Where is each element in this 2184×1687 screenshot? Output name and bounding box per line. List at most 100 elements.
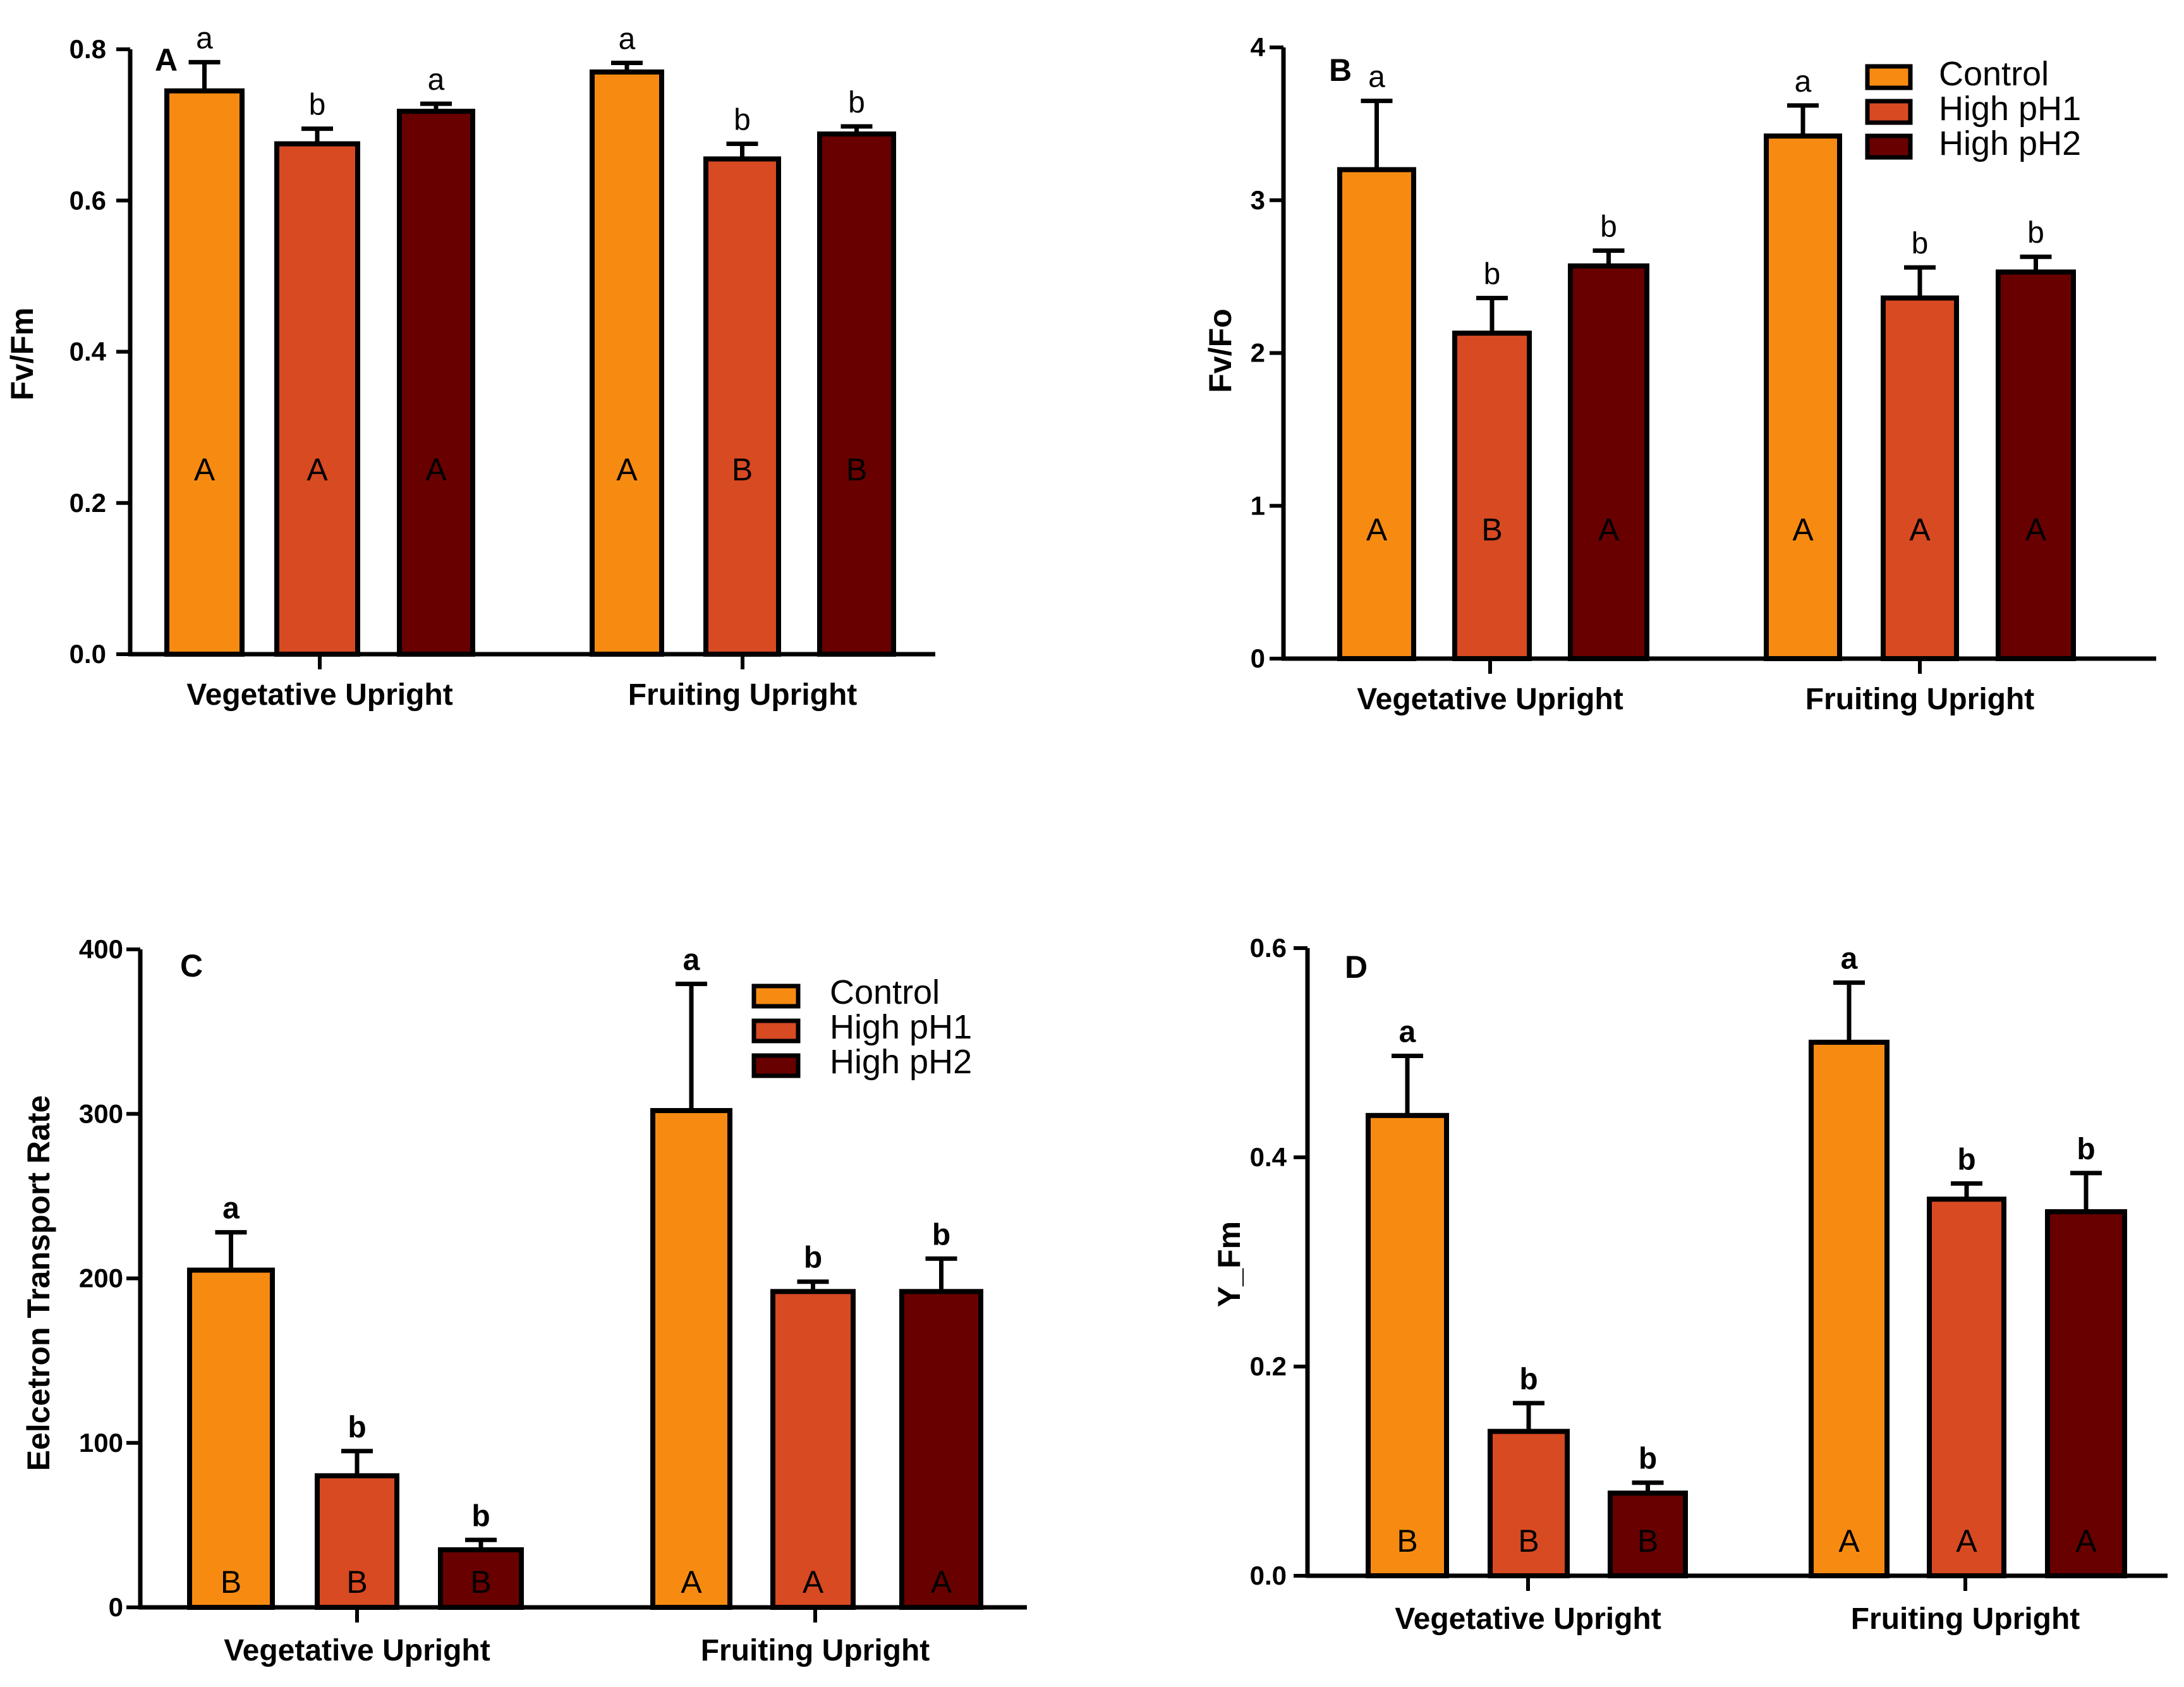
group-letter: A [803, 1564, 824, 1600]
bar [1608, 1490, 1688, 1578]
significance-letter: a [619, 23, 636, 56]
legend-label: High pH2 [830, 1043, 972, 1081]
bar [1927, 1197, 2006, 1578]
group-letter: A [1838, 1523, 1860, 1559]
significance-letter: b [1519, 1363, 1538, 1396]
bar [1881, 295, 1959, 662]
group-letter: B [1637, 1523, 1658, 1559]
bar [770, 1289, 856, 1610]
y-tick-label: 0.2 [70, 488, 106, 518]
category-label: Fruiting Upright [701, 1634, 930, 1667]
bar [1488, 1428, 1570, 1579]
y-tick-label: 4 [1251, 32, 1266, 62]
significance-letter: a [196, 21, 213, 55]
significance-letter: a [428, 63, 445, 97]
y-axis-title: Eelcetron Transport Rate [21, 1095, 56, 1471]
bar [274, 141, 360, 657]
significance-letter: a [222, 1192, 240, 1226]
significance-letter: a [1399, 1015, 1416, 1049]
y-tick-label: 0.4 [1250, 1142, 1287, 1172]
category-label: Fruiting Upright [1851, 1602, 2080, 1636]
y-tick-label: 0.4 [70, 337, 107, 367]
panel-letter: B [1329, 52, 1352, 88]
significance-letter: b [348, 1411, 366, 1444]
bar [1452, 331, 1532, 661]
y-tick-label: 100 [79, 1428, 123, 1458]
group-letter: A [1956, 1523, 1977, 1559]
panel-d: a Bb Bb Ba Ab Ab A 0.0 0.2 0.4 0.6 Vegetative Uprig… [1211, 933, 2168, 1636]
group-letter: A [306, 452, 328, 487]
group-letter: A [2075, 1523, 2097, 1559]
category-label: Vegetative Upright [224, 1634, 490, 1667]
significance-letter: a [1841, 942, 1858, 976]
y-tick-label: 200 [79, 1264, 123, 1293]
group-letter: B [221, 1564, 241, 1600]
group-letter: A [931, 1564, 952, 1600]
bar [817, 131, 896, 657]
panel-letter: C [180, 948, 203, 984]
legend-label: High pH1 [830, 1008, 972, 1046]
group-letter: A [1909, 512, 1931, 547]
significance-letter: b [309, 88, 326, 122]
group-letter: A [616, 452, 638, 487]
y-axis-title: Fv/Fm [4, 307, 40, 400]
significance-letter: b [1600, 210, 1617, 244]
group-letter: A [2025, 512, 2047, 547]
y-tick-label: 0.0 [1250, 1561, 1287, 1590]
bar [1337, 167, 1416, 661]
significance-letter: a [1795, 65, 1812, 99]
significance-letter: b [2077, 1133, 2095, 1166]
significance-letter: b [734, 104, 751, 137]
y-tick-label: 0.8 [70, 34, 106, 64]
group-letter: B [1518, 1523, 1539, 1559]
group-letter: B [846, 452, 867, 487]
group-letter: A [425, 452, 447, 487]
bar [187, 1267, 275, 1611]
y-tick-label: 1 [1251, 490, 1265, 520]
legend-label: High pH2 [1939, 125, 2081, 162]
group-letter: A [1598, 512, 1620, 547]
bar [590, 69, 664, 657]
group-letter: B [470, 1564, 491, 1600]
bar [2045, 1209, 2127, 1579]
bar [1764, 133, 1842, 661]
category-label: Fruiting Upright [628, 678, 858, 712]
group-letter: B [1481, 512, 1502, 547]
category-label: Fruiting Upright [1805, 683, 2035, 716]
panel-b: a Ab Bb Aa Ab Ab A 0 1 2 3 4 Vegetative Upright Fruit… [1203, 32, 2156, 716]
significance-letter: b [471, 1499, 490, 1533]
y-tick-label: 0 [109, 1592, 123, 1622]
group-letter: B [1397, 1523, 1417, 1559]
legend-label: Control [1939, 55, 2049, 93]
significance-letter: b [804, 1241, 822, 1275]
y-tick-label: 0 [1251, 643, 1265, 673]
bar [1366, 1112, 1449, 1579]
bar [1568, 263, 1649, 661]
y-tick-label: 3 [1251, 185, 1265, 215]
legend-swatch [751, 1018, 801, 1044]
group-letter: B [346, 1564, 367, 1600]
y-tick-label: 400 [79, 934, 123, 964]
bar [1809, 1039, 1890, 1578]
legend-label: Control [830, 973, 940, 1011]
significance-letter: b [1957, 1143, 1975, 1176]
significance-letter: b [848, 86, 865, 119]
bar [650, 1108, 732, 1611]
group-letter: B [732, 452, 753, 487]
y-axis-title: Fv/Fo [1203, 308, 1238, 393]
legend-label: High pH1 [1939, 90, 2081, 128]
bar [703, 156, 781, 657]
y-tick-label: 0.2 [1250, 1351, 1287, 1381]
category-label: Vegetative Upright [1395, 1602, 1661, 1636]
bar [397, 109, 475, 657]
significance-letter: a [683, 944, 700, 977]
bar [899, 1289, 983, 1610]
significance-letter: b [2027, 216, 2044, 250]
group-letter: A [681, 1564, 702, 1600]
legend-swatch [1865, 99, 1913, 125]
significance-letter: a [1368, 61, 1385, 94]
y-tick-label: 0.0 [70, 639, 106, 669]
